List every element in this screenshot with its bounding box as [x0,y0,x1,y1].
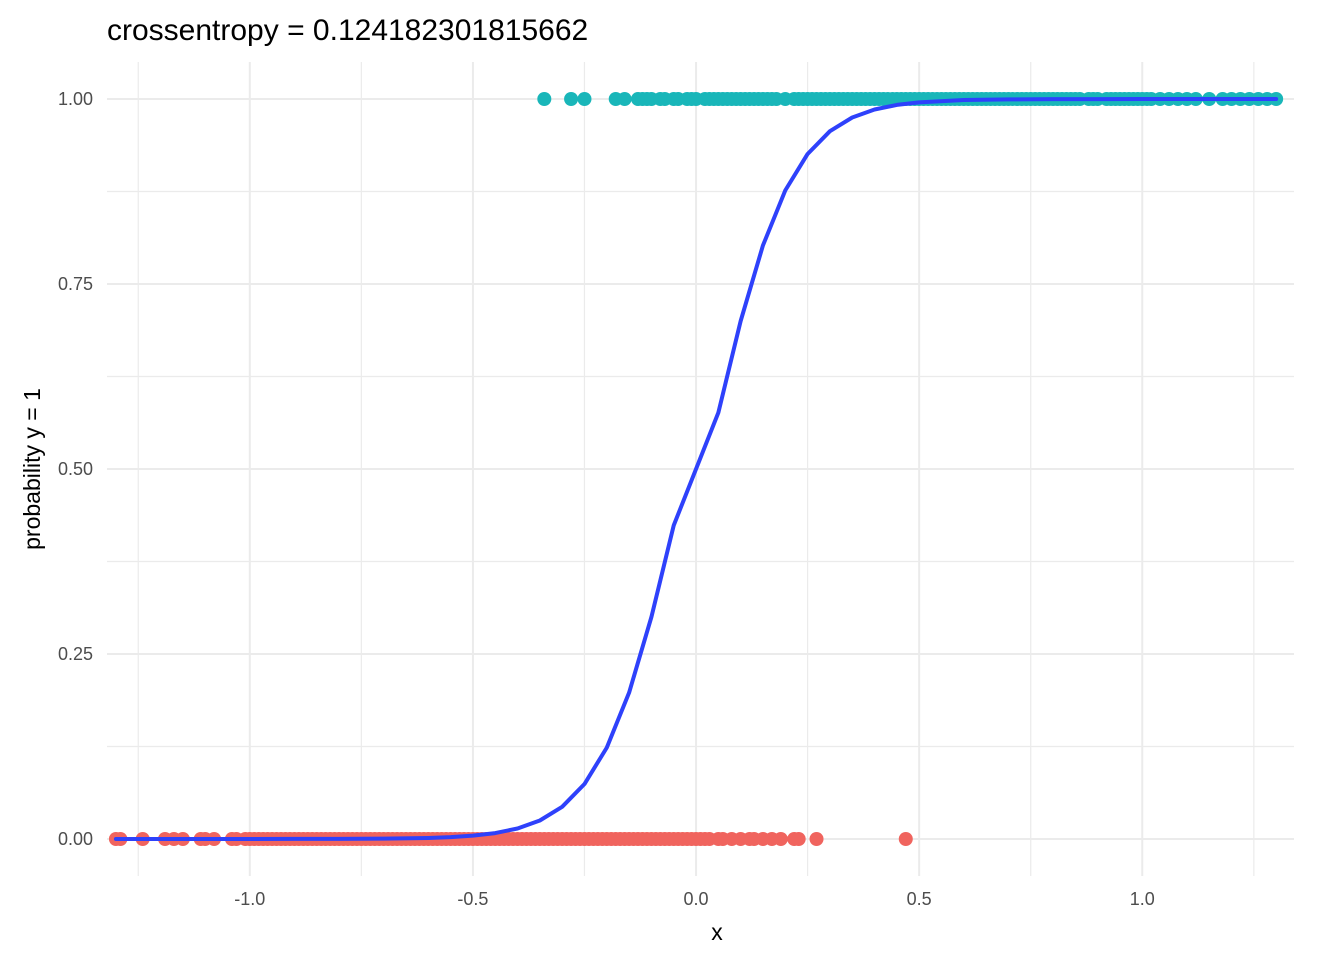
y-axis-title: probability y = 1 [19,388,45,550]
fitted-curve-layer [113,97,1279,841]
x-tick-label: 0.5 [907,889,932,909]
class-0-point [773,832,788,846]
x-tick-label: -1.0 [234,889,265,909]
y-tick-label: 0.50 [58,459,93,479]
x-tick-label: -0.5 [457,889,488,909]
gridlines [107,62,1294,876]
y-tick-label: 1.00 [58,89,93,109]
x-tick-label: 0.0 [684,889,709,909]
class-0-point [791,832,806,846]
y-tick-label: 0.25 [58,644,93,664]
class-1-point [537,92,552,106]
class-1-point [577,92,592,106]
x-axis-title: x [711,919,723,945]
class-0-point [898,832,913,846]
fitted-probability-curve [113,97,1279,841]
class-0-point [809,832,824,846]
y-tick-label: 0.75 [58,274,93,294]
chart-title: crossentropy = 0.124182301815662 [107,14,588,47]
class-1-point [564,92,579,106]
class-1-point [617,92,632,106]
y-tick-label: 0.00 [58,829,93,849]
x-tick-label: 1.0 [1130,889,1155,909]
tick-labels: -1.0 -0.5 0.0 0.5 1.0 0.00 0.25 0.50 0.75 1.00 [58,89,1155,909]
